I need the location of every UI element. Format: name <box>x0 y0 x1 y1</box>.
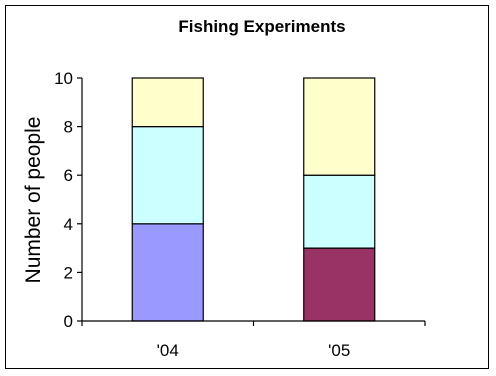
bar-segment-0-1 <box>131 125 204 225</box>
bars-group <box>131 77 376 322</box>
bar-segment-0-2 <box>131 77 204 128</box>
x-tick-label: '05 <box>328 341 350 360</box>
y-axis-label: Number of people <box>22 117 45 284</box>
axes-group: '04 '05 0 2 4 6 8 10 <box>54 69 426 360</box>
y-tick-label: 6 <box>64 166 73 185</box>
x-tick-label: '04 <box>157 341 179 360</box>
bar-segment-1-2 <box>303 77 376 176</box>
y-tick-label: 8 <box>64 118 73 137</box>
chart-title: Fishing Experiments <box>178 17 345 36</box>
bar-segment-1-0 <box>303 247 376 322</box>
chart-frame <box>5 5 489 369</box>
y-tick-label: 4 <box>64 215 73 234</box>
bar-segment-1-1 <box>303 174 376 249</box>
bar-segment-0-0 <box>131 223 204 322</box>
y-tick-label: 2 <box>64 263 73 282</box>
y-tick-label: 0 <box>64 312 73 331</box>
y-tick-label: 10 <box>54 69 73 88</box>
